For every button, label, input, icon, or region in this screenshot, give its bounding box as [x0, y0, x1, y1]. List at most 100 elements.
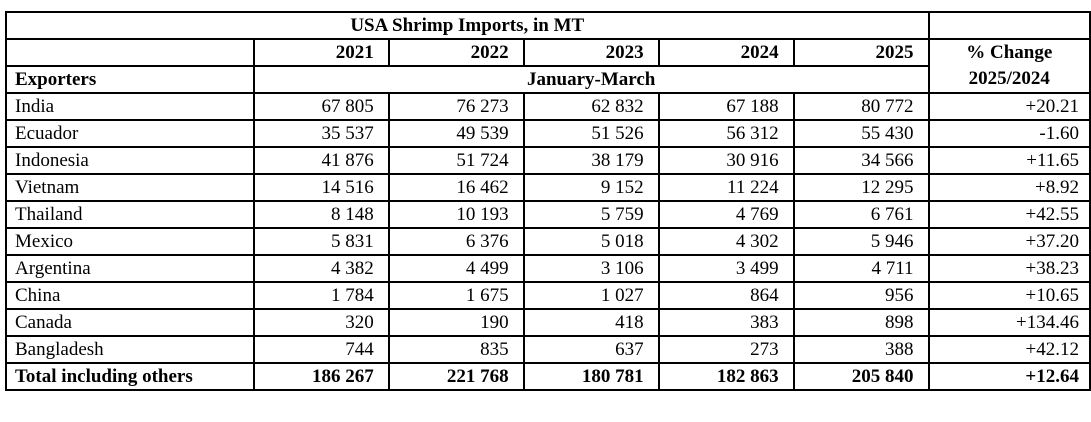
change-cell: +8.92 — [927, 173, 1091, 202]
table-row: Ecuador 35 537 49 539 51 526 56 312 55 4… — [5, 119, 1091, 148]
year-header: 2024 — [657, 38, 795, 67]
change-cell: +10.65 — [927, 281, 1091, 310]
exporters-header: Exporters — [5, 65, 255, 94]
value-cell: 388 — [792, 335, 930, 364]
value-cell: 190 — [387, 308, 525, 337]
value-cell: 14 516 — [252, 173, 390, 202]
value-cell: 49 539 — [387, 119, 525, 148]
exporter-name: Canada — [5, 308, 255, 337]
change-cell: +38.23 — [927, 254, 1091, 283]
exporter-name: Thailand — [5, 200, 255, 229]
year-header: 2023 — [522, 38, 660, 67]
exporter-name: Argentina — [5, 254, 255, 283]
change-cell: +42.12 — [927, 335, 1091, 364]
empty-header-cell — [5, 38, 255, 67]
value-cell: 3 106 — [522, 254, 660, 283]
table-row: Thailand 8 148 10 193 5 759 4 769 6 761 … — [5, 200, 1091, 229]
value-cell: 16 462 — [387, 173, 525, 202]
change-header-line2: 2025/2024 — [968, 68, 1050, 89]
value-cell: 67 188 — [657, 92, 795, 121]
title-row: USA Shrimp Imports, in MT — [5, 11, 1091, 40]
value-cell: 11 224 — [657, 173, 795, 202]
change-cell: +42.55 — [927, 200, 1091, 229]
value-cell: 30 916 — [657, 146, 795, 175]
table-container: USA Shrimp Imports, in MT 2021 2022 2023… — [5, 11, 1091, 391]
exporter-name: Indonesia — [5, 146, 255, 175]
value-cell: 10 193 — [387, 200, 525, 229]
total-value-cell: 186 267 — [252, 362, 390, 391]
exporter-name: Vietnam — [5, 173, 255, 202]
period-header: January-March — [252, 65, 930, 94]
value-cell: 1 784 — [252, 281, 390, 310]
table-row: Indonesia 41 876 51 724 38 179 30 916 34… — [5, 146, 1091, 175]
total-label: Total including others — [5, 362, 255, 391]
value-cell: 4 302 — [657, 227, 795, 256]
change-header-line1: % Change — [966, 42, 1053, 63]
value-cell: 55 430 — [792, 119, 930, 148]
table-row: Vietnam 14 516 16 462 9 152 11 224 12 29… — [5, 173, 1091, 202]
value-cell: 1 675 — [387, 281, 525, 310]
value-cell: 744 — [252, 335, 390, 364]
value-cell: 956 — [792, 281, 930, 310]
value-cell: 6 376 — [387, 227, 525, 256]
change-cell: +20.21 — [927, 92, 1091, 121]
value-cell: 4 499 — [387, 254, 525, 283]
value-cell: 5 946 — [792, 227, 930, 256]
total-value-cell: 182 863 — [657, 362, 795, 391]
value-cell: 383 — [657, 308, 795, 337]
value-cell: 38 179 — [522, 146, 660, 175]
value-cell: 6 761 — [792, 200, 930, 229]
value-cell: 62 832 — [522, 92, 660, 121]
exporter-name: Ecuador — [5, 119, 255, 148]
value-cell: 67 805 — [252, 92, 390, 121]
value-cell: 34 566 — [792, 146, 930, 175]
change-header: % Change 2025/2024 — [927, 38, 1091, 94]
value-cell: 898 — [792, 308, 930, 337]
value-cell: 5 759 — [522, 200, 660, 229]
change-cell: +11.65 — [927, 146, 1091, 175]
value-cell: 4 711 — [792, 254, 930, 283]
exporter-name: China — [5, 281, 255, 310]
exporter-name: Mexico — [5, 227, 255, 256]
shrimp-imports-table: USA Shrimp Imports, in MT 2021 2022 2023… — [5, 11, 1091, 391]
total-value-cell: 205 840 — [792, 362, 930, 391]
year-header: 2021 — [252, 38, 390, 67]
total-change-cell: +12.64 — [927, 362, 1091, 391]
table-title: USA Shrimp Imports, in MT — [5, 11, 930, 40]
value-cell: 51 724 — [387, 146, 525, 175]
value-cell: 12 295 — [792, 173, 930, 202]
value-cell: 637 — [522, 335, 660, 364]
change-cell: -1.60 — [927, 119, 1091, 148]
table-row: China 1 784 1 675 1 027 864 956 +10.65 — [5, 281, 1091, 310]
value-cell: 3 499 — [657, 254, 795, 283]
total-value-cell: 180 781 — [522, 362, 660, 391]
value-cell: 41 876 — [252, 146, 390, 175]
value-cell: 273 — [657, 335, 795, 364]
period-header-row: Exporters January-March — [5, 65, 1090, 94]
total-row: Total including others 186 267 221 768 1… — [5, 362, 1091, 391]
change-cell: +37.20 — [927, 227, 1091, 256]
value-cell: 1 027 — [522, 281, 660, 310]
value-cell: 35 537 — [252, 119, 390, 148]
table-row: Mexico 5 831 6 376 5 018 4 302 5 946 +37… — [5, 227, 1091, 256]
value-cell: 51 526 — [522, 119, 660, 148]
value-cell: 9 152 — [522, 173, 660, 202]
value-cell: 4 382 — [252, 254, 390, 283]
value-cell: 80 772 — [792, 92, 930, 121]
year-header: 2025 — [792, 38, 930, 67]
value-cell: 418 — [522, 308, 660, 337]
value-cell: 864 — [657, 281, 795, 310]
table-row: Canada 320 190 418 383 898 +134.46 — [5, 308, 1091, 337]
exporter-name: India — [5, 92, 255, 121]
value-cell: 5 018 — [522, 227, 660, 256]
value-cell: 56 312 — [657, 119, 795, 148]
value-cell: 4 769 — [657, 200, 795, 229]
exporter-name: Bangladesh — [5, 335, 255, 364]
change-cell: +134.46 — [927, 308, 1091, 337]
value-cell: 835 — [387, 335, 525, 364]
empty-title-cell — [927, 11, 1091, 40]
table-row: Argentina 4 382 4 499 3 106 3 499 4 711 … — [5, 254, 1091, 283]
value-cell: 5 831 — [252, 227, 390, 256]
total-value-cell: 221 768 — [387, 362, 525, 391]
year-header: 2022 — [387, 38, 525, 67]
